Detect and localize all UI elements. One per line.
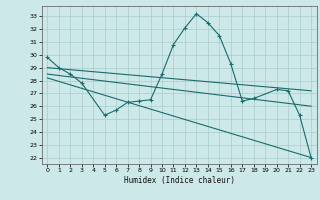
X-axis label: Humidex (Indice chaleur): Humidex (Indice chaleur): [124, 176, 235, 185]
